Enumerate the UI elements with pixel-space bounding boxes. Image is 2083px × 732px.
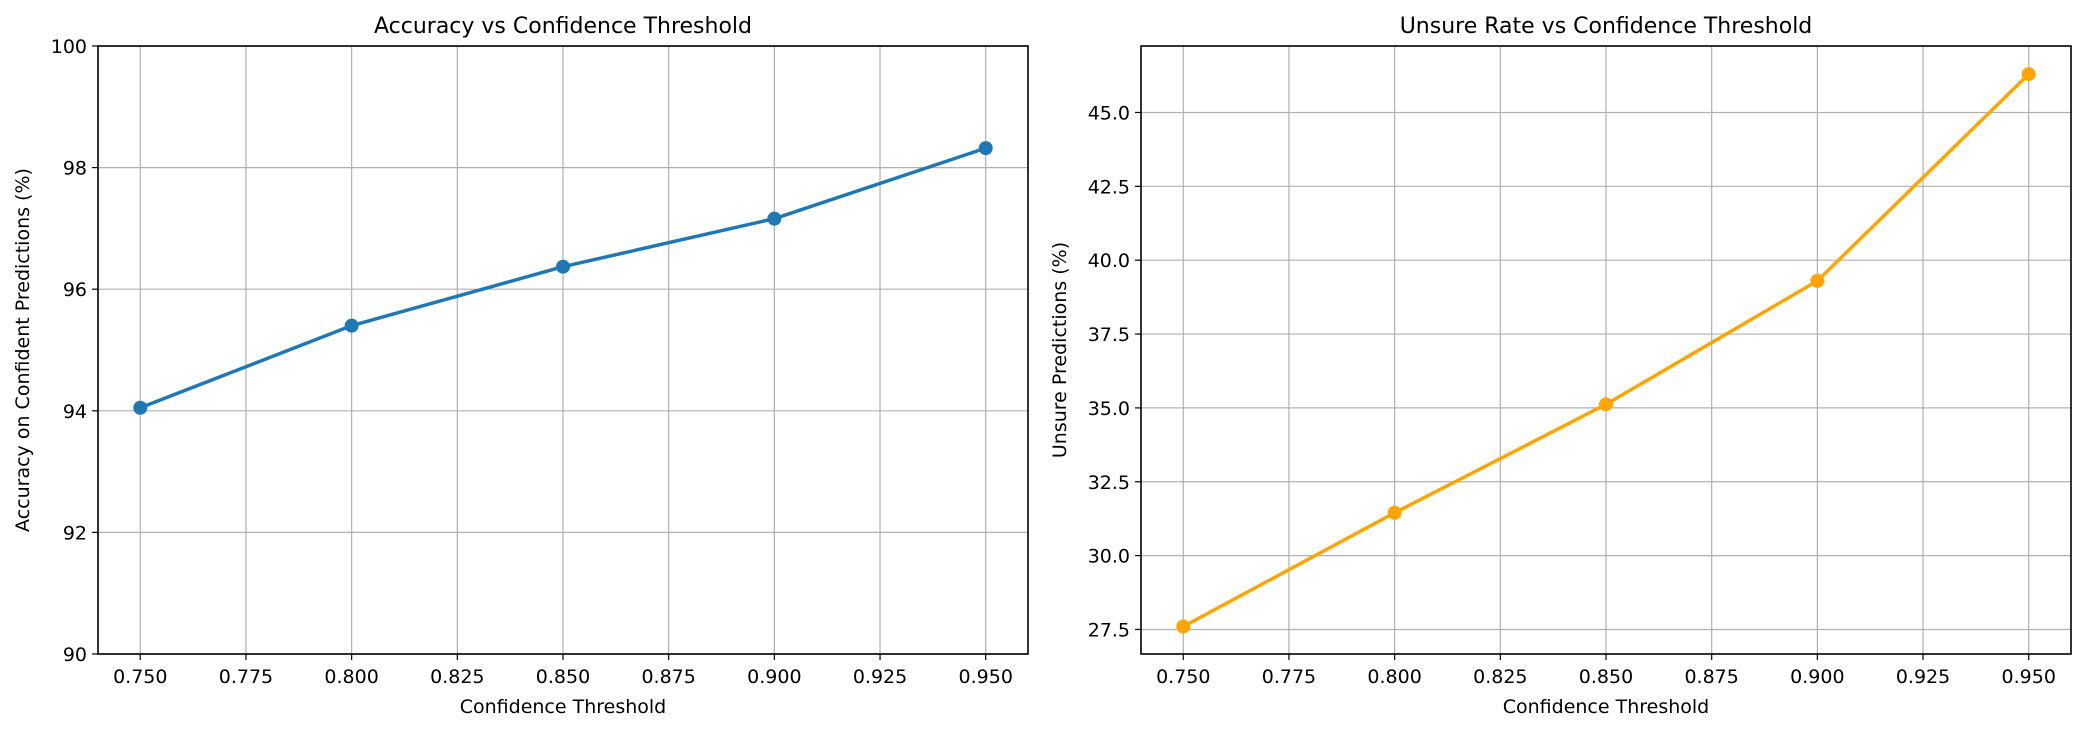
x-tick-label: 0.925 xyxy=(1896,666,1950,688)
y-tick-label: 96 xyxy=(63,279,87,301)
x-tick-label: 0.925 xyxy=(853,666,907,688)
y-tick-label: 42.5 xyxy=(1088,176,1130,198)
unsure-rate-data-point xyxy=(1810,273,1825,288)
x-tick-label: 0.950 xyxy=(2002,666,2056,688)
x-tick-label: 0.775 xyxy=(1262,666,1316,688)
y-tick-label: 98 xyxy=(63,158,87,180)
x-tick-label: 0.750 xyxy=(113,666,167,688)
chart-title: Accuracy vs Confidence Threshold xyxy=(374,14,752,39)
y-tick-label: 90 xyxy=(63,644,87,666)
x-tick-label: 0.900 xyxy=(1790,666,1844,688)
y-tick-label: 92 xyxy=(63,522,87,544)
y-tick-label: 100 xyxy=(51,36,87,58)
y-tick-label: 27.5 xyxy=(1088,619,1130,641)
x-tick-label: 0.850 xyxy=(1579,666,1633,688)
unsure-rate-chart: 0.750 0.775 0.800 0.825 0.850 0.875 0.900 0.925… xyxy=(1049,14,2072,718)
x-tick-label: 0.900 xyxy=(747,666,801,688)
x-tick-label: 0.875 xyxy=(1684,666,1738,688)
y-tick-label: 37.5 xyxy=(1088,324,1130,346)
accuracy-data-point xyxy=(767,211,782,226)
x-tick-label: 0.800 xyxy=(324,666,378,688)
x-tick-label: 0.775 xyxy=(219,666,273,688)
accuracy-data-point xyxy=(978,141,993,156)
x-tick-label: 0.800 xyxy=(1367,666,1421,688)
y-tick-label: 94 xyxy=(63,401,87,423)
x-tick-label: 0.825 xyxy=(1473,666,1527,688)
unsure-rate-data-point xyxy=(1599,397,1613,412)
y-tick-label: 30.0 xyxy=(1088,546,1130,568)
x-tick-label: 0.850 xyxy=(536,666,590,688)
accuracy-chart: 0.750 0.775 0.800 0.825 0.850 0.875 0.900 0.925… xyxy=(12,14,1029,718)
x-tick-label: 0.950 xyxy=(959,666,1013,688)
accuracy-data-point xyxy=(133,400,148,415)
y-tick-label: 45.0 xyxy=(1088,102,1130,124)
chart-title: Unsure Rate vs Confidence Threshold xyxy=(1400,14,1813,39)
y-axis-label: Unsure Predictions (%) xyxy=(1049,242,1071,458)
axes-frame xyxy=(97,45,1029,655)
unsure-rate-data-point xyxy=(1176,619,1191,634)
unsure-rate-data-point xyxy=(1387,505,1402,520)
y-tick-label: 40.0 xyxy=(1088,250,1130,272)
y-axis-label: Accuracy on Confident Predictions (%) xyxy=(12,168,34,532)
x-tick-label: 0.825 xyxy=(430,666,484,688)
x-axis-label: Confidence Threshold xyxy=(1503,696,1710,718)
accuracy-data-point xyxy=(556,259,570,274)
x-tick-label: 0.875 xyxy=(641,666,695,688)
accuracy-data-point xyxy=(344,318,359,333)
unsure-rate-data-point xyxy=(2021,67,2036,82)
y-tick-label: 35.0 xyxy=(1088,398,1130,420)
x-axis-label: Confidence Threshold xyxy=(460,696,667,718)
y-tick-label: 32.5 xyxy=(1088,472,1130,494)
x-tick-label: 0.750 xyxy=(1156,666,1210,688)
axes-frame xyxy=(1140,45,2072,655)
